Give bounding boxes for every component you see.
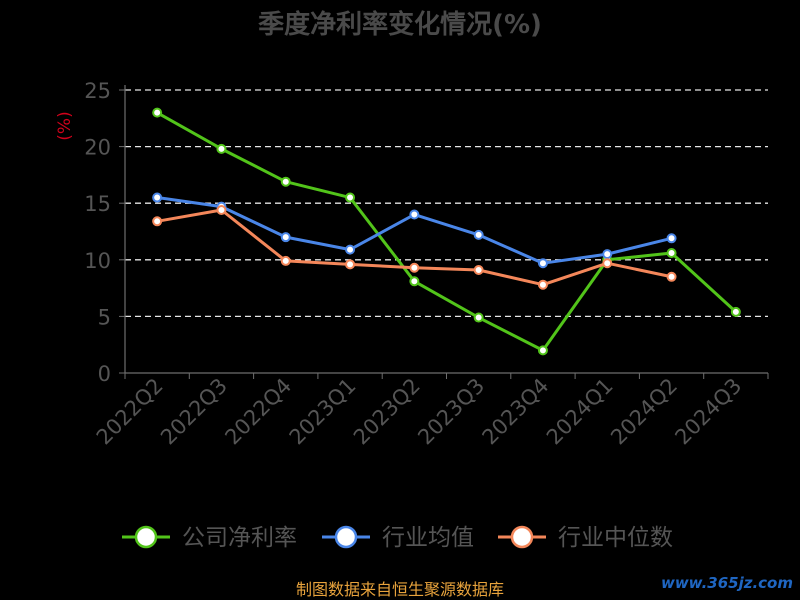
data-point-s0-4[interactable] [409,276,420,287]
data-point-s1-6[interactable] [537,258,548,269]
series-line-1 [156,196,672,265]
data-point-s2-8[interactable] [666,271,677,282]
axes [119,85,769,379]
x-tick-labels: 2022Q22022Q32022Q42023Q12023Q22023Q32023… [92,374,747,450]
y-axis-unit-label: (%) [55,111,75,140]
x-tick-label: 2022Q4 [220,374,296,450]
y-tick-label: 20 [84,136,111,160]
legend-label-0[interactable]: 公司净利率 [182,525,297,551]
watermark-logo: www.365jz.com [661,574,793,592]
data-point-s0-8[interactable] [666,248,677,259]
data-point-s1-3[interactable] [345,244,356,255]
legend-label-1[interactable]: 行业均值 [382,525,474,551]
series-line-0 [156,111,737,352]
data-point-s2-3[interactable] [345,259,356,270]
data-point-s0-6[interactable] [537,345,548,356]
data-point-s0-1[interactable] [216,143,227,154]
x-tick-label: 2023Q3 [413,374,489,450]
data-point-s2-1[interactable] [216,204,227,215]
y-tick-labels: 0 5 10 15 20 25 [84,79,111,386]
legend-marker-2[interactable] [510,525,534,549]
data-point-s1-0[interactable] [152,192,163,203]
gridlines [125,89,768,318]
legend: 公司净利率 行业均值 行业中位数 [122,525,673,551]
x-tick-label: 2022Q3 [156,374,232,450]
legend-marker-0[interactable] [134,525,158,549]
data-point-s1-2[interactable] [280,232,291,243]
data-point-s0-2[interactable] [280,176,291,187]
series-lines [156,111,737,352]
y-tick-label: 5 [98,305,111,329]
x-tick-label: 2023Q4 [478,374,554,450]
y-tick-label: 15 [84,192,111,216]
y-tick-label: 25 [84,79,111,103]
y-tick-label: 10 [84,249,111,273]
series-points [152,107,741,356]
y-tick-label: 0 [98,362,111,386]
data-point-s2-6[interactable] [537,279,548,290]
x-tick-label: 2023Q1 [285,374,361,450]
data-point-s0-5[interactable] [473,312,484,323]
x-tick-label: 2024Q1 [542,374,618,450]
data-point-s1-8[interactable] [666,233,677,244]
data-point-s0-9[interactable] [730,306,741,317]
data-point-s1-4[interactable] [409,209,420,220]
legend-marker-1[interactable] [334,525,358,549]
data-point-s2-0[interactable] [152,216,163,227]
data-point-s1-7[interactable] [602,249,613,260]
legend-label-2[interactable]: 行业中位数 [558,525,673,551]
data-point-s2-2[interactable] [280,255,291,266]
data-point-s1-5[interactable] [473,229,484,240]
series-line-2 [156,208,672,287]
data-point-s2-5[interactable] [473,264,484,275]
x-tick-label: 2024Q2 [606,374,682,450]
data-point-s2-7[interactable] [602,258,613,269]
x-tick-label: 2023Q2 [349,374,425,450]
data-point-s0-0[interactable] [152,107,163,118]
chart-title: 季度净利率变化情况(%) [258,9,542,40]
x-tick-label: 2024Q3 [670,374,746,450]
data-point-s2-4[interactable] [409,262,420,273]
source-note: 制图数据来自恒生聚源数据库 [296,580,504,599]
data-point-s0-3[interactable] [345,192,356,203]
